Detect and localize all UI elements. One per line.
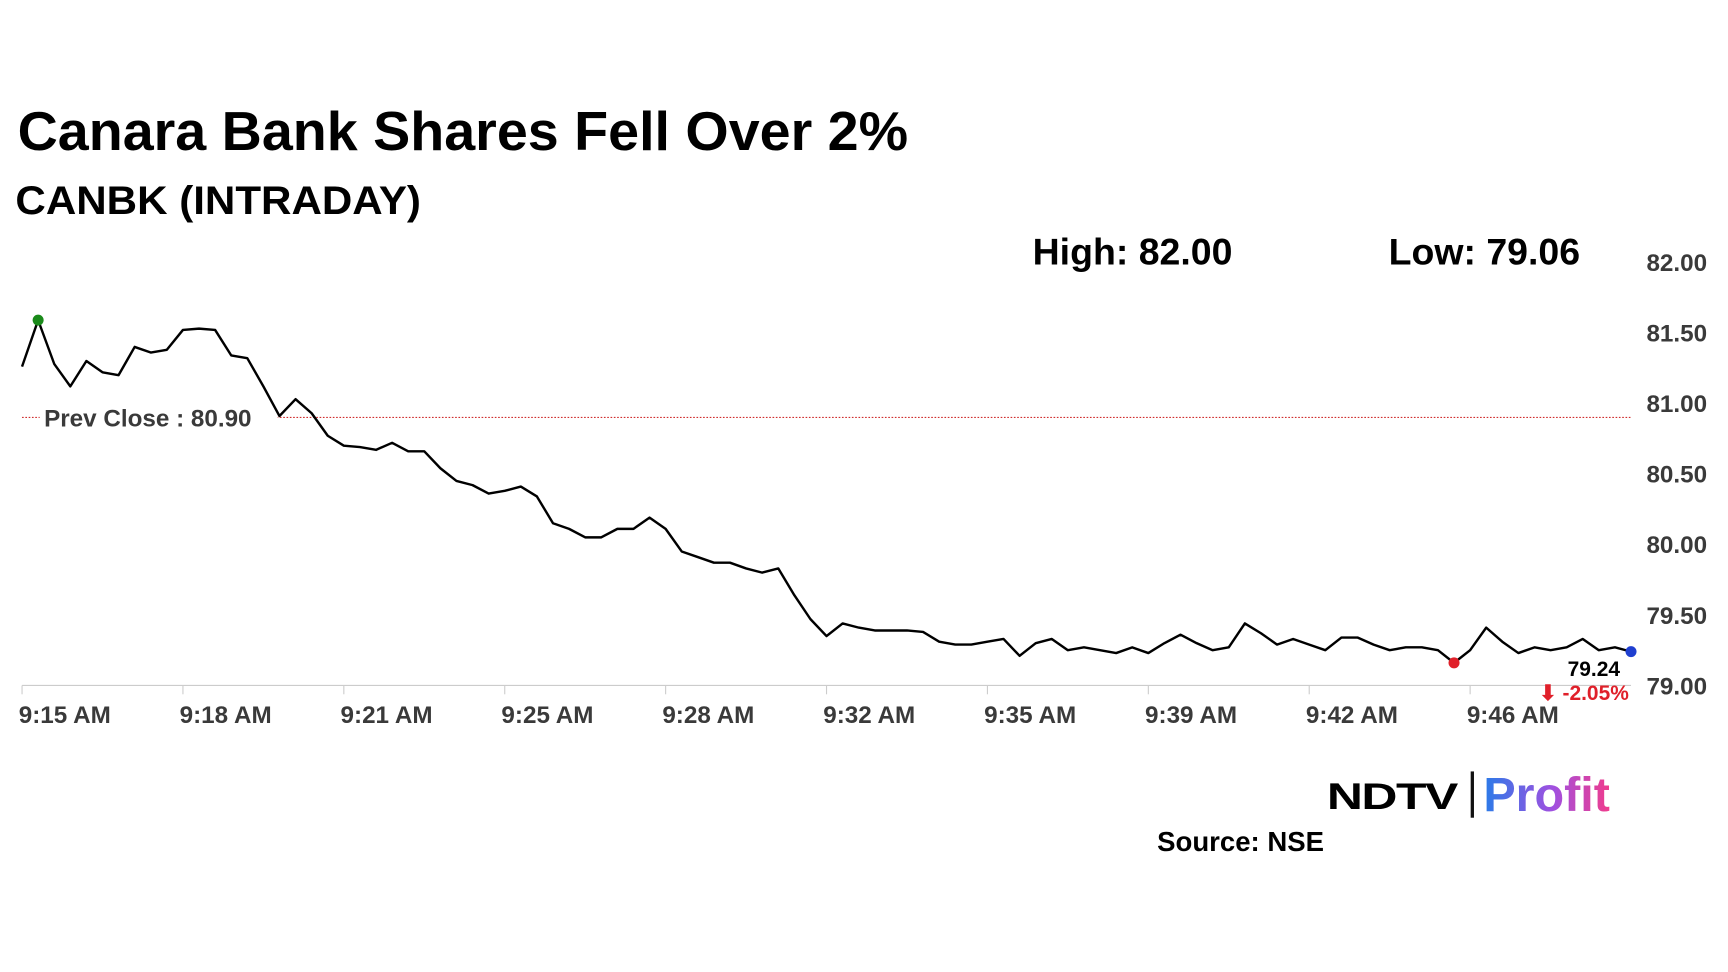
x-tick-label: 9:35 AM	[984, 702, 1076, 729]
x-tick-label: 9:18 AM	[180, 702, 272, 729]
x-tick-label: 9:39 AM	[1145, 702, 1237, 729]
logo-brand: NDTV	[1327, 775, 1459, 817]
change-label: ⬇ -2.05%	[1539, 682, 1629, 705]
low-text: Low: 79.06	[1389, 230, 1581, 272]
y-tick-label: 80.50	[1646, 462, 1707, 489]
x-tick-label: 9:42 AM	[1306, 702, 1398, 729]
price-line	[20, 318, 1632, 665]
chart-subtitle: CANBK (INTRADAY)	[15, 179, 421, 223]
y-tick-label: 81.00	[1646, 391, 1707, 418]
y-tick-label: 79.00	[1646, 673, 1707, 700]
y-tick-label: 82.00	[1646, 250, 1707, 277]
y-tick-label: 80.00	[1646, 532, 1707, 559]
high-dot	[32, 314, 44, 326]
last-dot	[1625, 646, 1637, 658]
x-tick-label: 9:15 AM	[19, 702, 111, 729]
prev-close-label: Prev Close : 80.90	[44, 405, 251, 432]
low-dot	[1448, 657, 1460, 669]
y-tick-label: 79.50	[1646, 603, 1707, 630]
chart-title: Canara Bank Shares Fell Over 2%	[18, 100, 908, 162]
x-tick-label: 9:28 AM	[662, 702, 754, 729]
x-tick-label: 9:32 AM	[823, 702, 915, 729]
y-tick-label: 81.50	[1646, 321, 1707, 348]
x-tick-label: 9:25 AM	[501, 702, 593, 729]
last-value-label: 79.24	[1568, 658, 1621, 681]
source: Source: NSE	[1157, 826, 1324, 857]
x-tick-label: 9:21 AM	[341, 702, 433, 729]
logo-product: Profit	[1483, 768, 1610, 822]
x-tick-label: 9:46 AM	[1467, 702, 1559, 729]
high-text: High: 82.00	[1033, 230, 1233, 272]
prev-close-bg	[39, 402, 278, 433]
